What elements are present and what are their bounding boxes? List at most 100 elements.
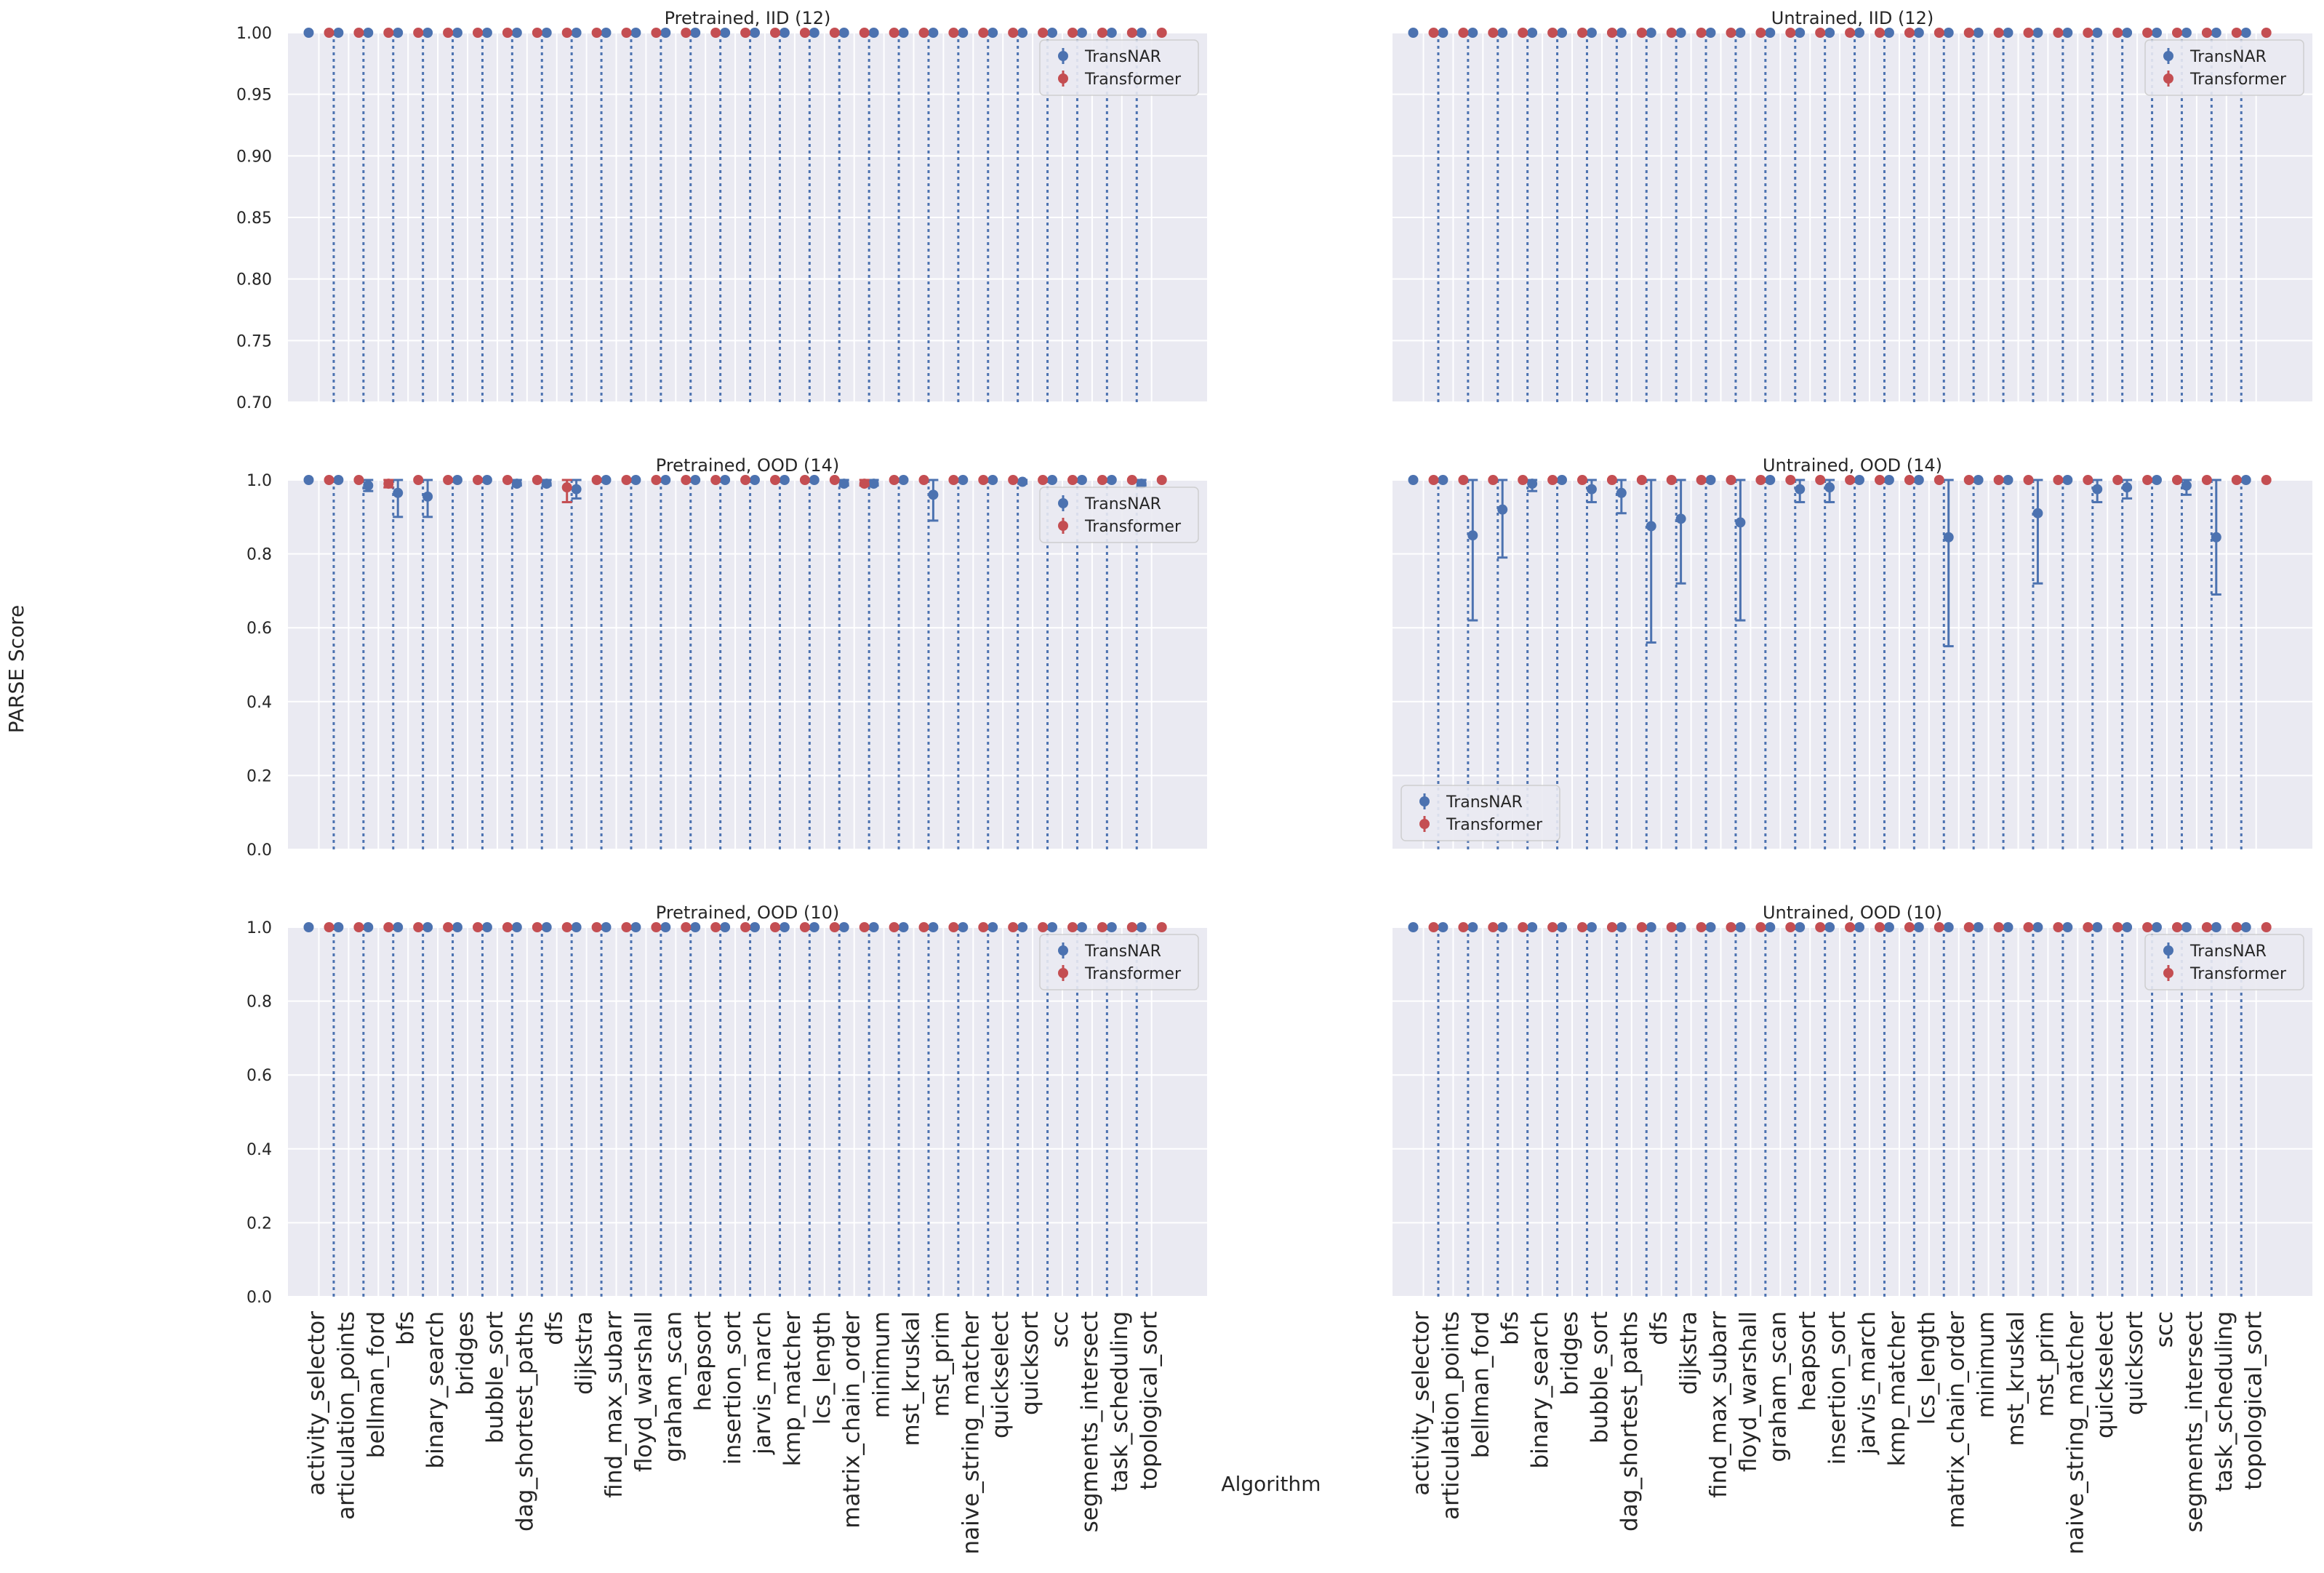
y-tick-label: 0.8	[247, 546, 272, 564]
transnar-point	[1705, 922, 1716, 932]
transformer-point	[889, 475, 899, 485]
y-tick-label: 0.95	[236, 87, 272, 105]
transnar-point	[1497, 504, 1508, 515]
transnar-point	[660, 475, 671, 485]
transformer-point	[770, 475, 780, 485]
transnar-point	[1017, 922, 1028, 932]
x-tick-label: scc	[2152, 1311, 2178, 1348]
transformer-point	[2023, 922, 2034, 932]
transformer-point	[532, 475, 542, 485]
panel-title: Untrained, OOD (10)	[1763, 902, 1942, 923]
transformer-point	[443, 28, 454, 38]
legend: TransNAR Transformer	[2144, 934, 2304, 990]
legend-box	[2144, 39, 2304, 96]
transformer-point	[978, 922, 989, 932]
legend-marker	[1419, 796, 1430, 806]
transformer-point	[1785, 922, 1796, 932]
transnar-point	[1047, 922, 1057, 932]
transformer-point	[532, 922, 542, 932]
transformer-point	[2261, 28, 2272, 38]
transformer-point	[324, 922, 334, 932]
transformer-point	[770, 922, 780, 932]
transformer-point	[2023, 475, 2034, 485]
transnar-point	[601, 28, 612, 38]
transformer-point	[591, 475, 602, 485]
transnar-point	[452, 475, 462, 485]
transnar-point	[2152, 475, 2162, 485]
transformer-point	[1156, 475, 1167, 485]
transformer-point	[443, 922, 454, 932]
transformer-point	[1458, 28, 1469, 38]
transformer-point	[1904, 475, 1915, 485]
transnar-point	[1795, 28, 1806, 38]
transnar-point	[928, 489, 939, 500]
transformer-point	[2142, 922, 2153, 932]
transformer-point	[799, 28, 810, 38]
transnar-point	[2062, 28, 2073, 38]
legend-box	[1039, 934, 1199, 990]
panel-5: 0.0 0.2 0.4 0.6 0.8 1.0 Pretrained, OOD (10) Tr…	[247, 902, 1207, 1555]
transnar-point	[1408, 475, 1419, 485]
transnar-point	[1106, 28, 1117, 38]
panel-title: Pretrained, OOD (10)	[656, 902, 839, 923]
x-tick-label: dag_shortest_paths	[512, 1311, 538, 1532]
y-tick-label: 1.0	[247, 919, 272, 937]
transformer-point	[1097, 922, 1107, 932]
transformer-point	[1577, 475, 1587, 485]
transnar-point	[1527, 28, 1538, 38]
legend-label: TransNAR	[1084, 942, 1161, 961]
x-tick-label: lcs_length	[1914, 1311, 1940, 1425]
x-tick-label: minimum	[869, 1311, 895, 1418]
transnar-point	[1795, 922, 1806, 932]
transformer-point	[1547, 28, 1558, 38]
transformer-point	[710, 28, 721, 38]
transformer-point	[1606, 922, 1617, 932]
transnar-point	[333, 922, 344, 932]
transnar-point	[1854, 922, 1864, 932]
transnar-point	[1883, 922, 1894, 932]
transnar-point	[1705, 28, 1716, 38]
transformer-point	[1755, 922, 1766, 932]
transnar-point	[393, 28, 404, 38]
transnar-point	[898, 922, 909, 932]
x-tick-label: graham_scan	[1765, 1311, 1791, 1462]
transformer-point	[353, 475, 364, 485]
transformer-point	[1845, 475, 1856, 485]
transnar-point	[1586, 28, 1597, 38]
transnar-point	[511, 479, 522, 489]
y-tick-label: 0.0	[247, 841, 272, 860]
transformer-point	[502, 475, 513, 485]
y-tick-label: 0.6	[247, 1067, 272, 1085]
x-tick-label: quickselect	[2092, 1311, 2118, 1438]
transnar-point	[1136, 922, 1147, 932]
transnar-point	[1854, 28, 1864, 38]
transformer-point	[1785, 475, 1796, 485]
x-tick-label: binary_search	[422, 1311, 449, 1469]
transnar-point	[1497, 922, 1508, 932]
transformer-point	[324, 28, 334, 38]
x-tick-label: floyd_warshall	[1735, 1311, 1761, 1472]
y-tick-label: 0.90	[236, 148, 272, 166]
legend-label: Transformer	[2189, 71, 2287, 89]
transformer-point	[2261, 475, 2272, 485]
transformer-point	[918, 475, 929, 485]
transnar-point	[1467, 28, 1478, 38]
transformer-point	[1636, 922, 1647, 932]
transformer-point	[829, 922, 840, 932]
transnar-point	[1527, 479, 1538, 489]
transformer-point	[2142, 28, 2153, 38]
transnar-point	[1076, 475, 1087, 485]
x-tick-label: dfs	[542, 1311, 568, 1345]
legend-box	[1039, 39, 1199, 96]
x-tick-label: bubble_sort	[1587, 1311, 1613, 1444]
y-tick-label: 0.80	[236, 271, 272, 289]
transformer-point	[1696, 475, 1707, 485]
transformer-point	[1904, 28, 1915, 38]
transformer-point	[1934, 475, 1944, 485]
transnar-point	[1765, 922, 1776, 932]
legend-label: TransNAR	[1446, 793, 1523, 812]
transnar-point	[1438, 475, 1449, 485]
transformer-point	[681, 475, 692, 485]
transnar-point	[1408, 922, 1419, 932]
transnar-point	[1047, 475, 1057, 485]
